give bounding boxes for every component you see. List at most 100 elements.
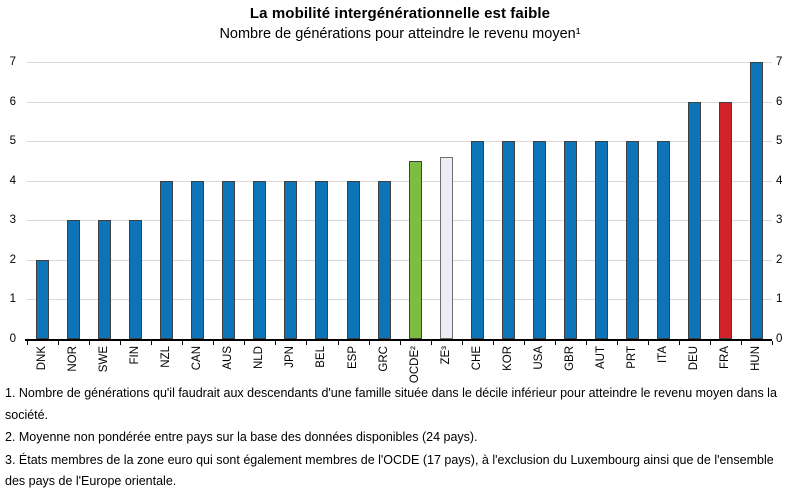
x-axis-category-label: USA: [532, 346, 545, 370]
x-axis-tick: [585, 341, 587, 345]
x-axis-category-label: OCDE²: [408, 346, 421, 384]
x-axis-category-label: GRC: [377, 346, 390, 372]
x-axis-tick: [306, 341, 308, 345]
x-axis-tick: [554, 341, 556, 345]
y-axis-tick-label-right: 2: [776, 253, 783, 266]
y-axis-tick-label-right: 0: [776, 333, 783, 345]
y-axis-tick-label-right: 5: [776, 135, 783, 148]
x-axis-tick: [120, 341, 122, 345]
bar-can: [191, 181, 205, 339]
x-axis-category-label: KOR: [501, 346, 514, 371]
x-axis-tick: [648, 341, 649, 345]
footnote-3: 3. États membres de la zone euro qui son…: [5, 452, 774, 489]
bar-gbr: [563, 141, 577, 339]
bar-ocde: [408, 161, 422, 339]
footnote-2: 2. Moyenne non pondérée entre pays sur l…: [5, 430, 478, 444]
bar-deu: [688, 102, 702, 339]
y-axis-tick-label-left: 5: [9, 135, 16, 148]
bar-che: [470, 141, 484, 339]
y-axis-tick-label-left: 7: [9, 56, 16, 68]
x-axis-tick: [461, 341, 463, 345]
x-axis-category-label: ITA: [657, 346, 669, 364]
x-axis-category-label: CAN: [191, 346, 204, 371]
x-axis-category-label: FIN: [129, 346, 142, 365]
bar-bel: [315, 181, 329, 339]
x-axis-tick: [679, 341, 681, 345]
x-axis-tick: [430, 341, 432, 345]
x-axis-category-label: AUS: [222, 346, 235, 370]
bar-jpn: [284, 181, 298, 339]
bar-aut: [594, 141, 608, 339]
x-axis-tick: [244, 341, 246, 345]
x-axis-tick: [275, 341, 277, 345]
x-axis-tick: [710, 341, 712, 345]
bar-prt: [626, 141, 639, 339]
x-axis-tick: [617, 341, 618, 345]
y-axis-tick-label-right: 4: [776, 174, 783, 187]
x-axis-category-label: PRT: [626, 346, 638, 369]
footnotes: 1. Nombre de générations qu'il faudrait …: [5, 383, 796, 489]
x-axis-tick: [399, 341, 401, 345]
y-axis-tick-label-right: 3: [776, 214, 783, 227]
x-axis-category-label: GBR: [563, 346, 576, 371]
y-axis-tick-label-right: 1: [776, 293, 783, 306]
chart-subtitle: Nombre de générations pour atteindre le …: [219, 26, 581, 42]
bar-grc: [377, 181, 391, 339]
chart-title: La mobilité intergénérationnelle est fai…: [249, 5, 551, 22]
x-axis-category-label: NLD: [253, 346, 266, 370]
gridline: [27, 259, 772, 261]
x-axis-tick: [741, 341, 743, 345]
gridline: [27, 299, 772, 301]
bar-aus: [222, 181, 236, 339]
y-axis-tick-label-left: 0: [9, 333, 16, 345]
x-axis-category-label: DNK: [36, 346, 48, 371]
x-axis-tick: [58, 341, 59, 345]
y-axis-tick-label-right: 6: [776, 95, 783, 108]
x-axis-category-label: FRA: [719, 346, 732, 369]
y-axis-tick-label-left: 6: [9, 95, 16, 108]
x-axis-category-label: CHE: [470, 346, 483, 371]
x-axis-category-label: AUT: [594, 346, 607, 369]
x-axis-tick: [27, 341, 28, 345]
x-axis-tick: [523, 341, 525, 345]
bar-nor: [67, 220, 80, 339]
bar-swe: [98, 220, 112, 339]
x-axis-tick: [368, 341, 370, 345]
bar-usa: [532, 141, 546, 339]
gridline: [27, 180, 772, 182]
gridline: [27, 141, 772, 143]
x-axis-tick: [213, 341, 215, 345]
gridline: [27, 220, 772, 222]
bar-fra: [719, 102, 733, 339]
x-axis-tick: [492, 341, 494, 345]
bar-nld: [253, 181, 267, 339]
y-axis-tick-label-left: 4: [9, 174, 16, 187]
bar-dnk: [36, 260, 49, 339]
x-axis-category-label: SWE: [98, 346, 111, 373]
x-axis-category-label: JPN: [284, 346, 297, 368]
y-axis-tick-label-left: 1: [9, 293, 16, 306]
bar-fin: [129, 220, 143, 339]
bar-ze: [439, 157, 453, 339]
bar-hun: [750, 62, 764, 339]
x-axis-tick: [89, 341, 91, 345]
x-axis-tick: [337, 341, 339, 345]
gridline: [27, 101, 772, 103]
x-axis-category-label: ZE³: [439, 346, 452, 365]
bar-esp: [346, 181, 360, 339]
y-axis-tick-label-left: 3: [9, 214, 16, 227]
x-axis-category-label: BEL: [315, 346, 328, 368]
x-axis-category-label: NOR: [67, 346, 79, 372]
x-axis-tick: [151, 341, 153, 345]
y-axis-tick-label-right: 7: [776, 56, 783, 68]
bar-nzl: [160, 181, 174, 339]
bar-ita: [657, 141, 670, 339]
x-axis-category-label: DEU: [688, 346, 701, 371]
x-axis-category-label: HUN: [750, 346, 763, 371]
bar-chart: 0 0 1 1 2 2 3 3 4 4 5 5 6 6 7 7 DNK NOR SWE FIN NZL CAN AUS NLD…: [9, 56, 783, 384]
x-axis-line: [25, 339, 772, 341]
x-axis-tick: [182, 341, 184, 345]
bar-kor: [501, 141, 515, 339]
y-axis-tick-label-left: 2: [9, 253, 16, 266]
